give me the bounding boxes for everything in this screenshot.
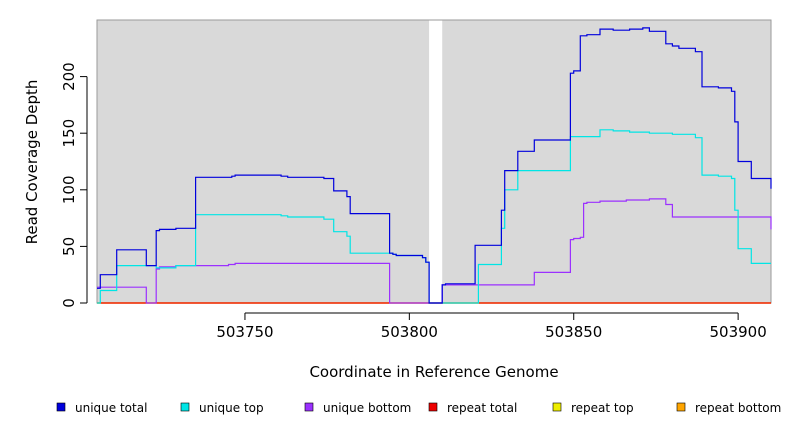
legend-swatch [304, 402, 314, 412]
series-lines [97, 27, 772, 304]
x-axis: 503750 503800 503850 503900 [216, 312, 767, 341]
y-axis-title: Read Coverage Depth [23, 80, 41, 245]
x-tick-label: 503800 [381, 323, 438, 341]
legend-label: unique bottom [323, 401, 411, 415]
x-tick-label: 503900 [709, 323, 766, 341]
x-axis-title: Coordinate in Reference Genome [309, 363, 558, 381]
legend-item-repeat-bottom: repeat bottom [676, 401, 781, 415]
legend-item-repeat-top: repeat top [552, 401, 634, 415]
plot-area [96, 19, 772, 304]
legend-label: unique total [75, 401, 147, 415]
legend: unique total unique top unique bottom repea… [56, 401, 781, 415]
legend-swatch [676, 402, 686, 412]
y-tick-label: 0 [60, 298, 78, 308]
legend-swatch [180, 402, 190, 412]
y-tick-label: 150 [60, 119, 78, 148]
y-tick-label: 50 [60, 237, 78, 256]
x-tick-label: 503750 [216, 323, 273, 341]
legend-label: repeat total [447, 401, 517, 415]
legend-swatch [552, 402, 562, 412]
x-tick-label: 503850 [545, 323, 602, 341]
legend-item-unique-bottom: unique bottom [304, 401, 411, 415]
y-axis: 0 50 100 150 200 [60, 62, 88, 308]
legend-label: repeat top [571, 401, 634, 415]
y-tick-label: 100 [60, 175, 78, 204]
legend-label: unique top [199, 401, 264, 415]
legend-item-unique-top: unique top [180, 401, 264, 415]
legend-item-unique-total: unique total [56, 401, 147, 415]
legend-label: repeat bottom [695, 401, 781, 415]
plot-panel-right [442, 20, 771, 303]
legend-swatch [428, 402, 438, 412]
y-tick-label: 200 [60, 62, 78, 91]
legend-item-repeat-total: repeat total [428, 401, 517, 415]
plot-panel-left [97, 20, 430, 303]
series-line-unique-top [97, 129, 771, 304]
series-line-unique-bottom [97, 198, 772, 304]
series-line-unique-total [97, 27, 772, 304]
legend-swatch [56, 402, 66, 412]
